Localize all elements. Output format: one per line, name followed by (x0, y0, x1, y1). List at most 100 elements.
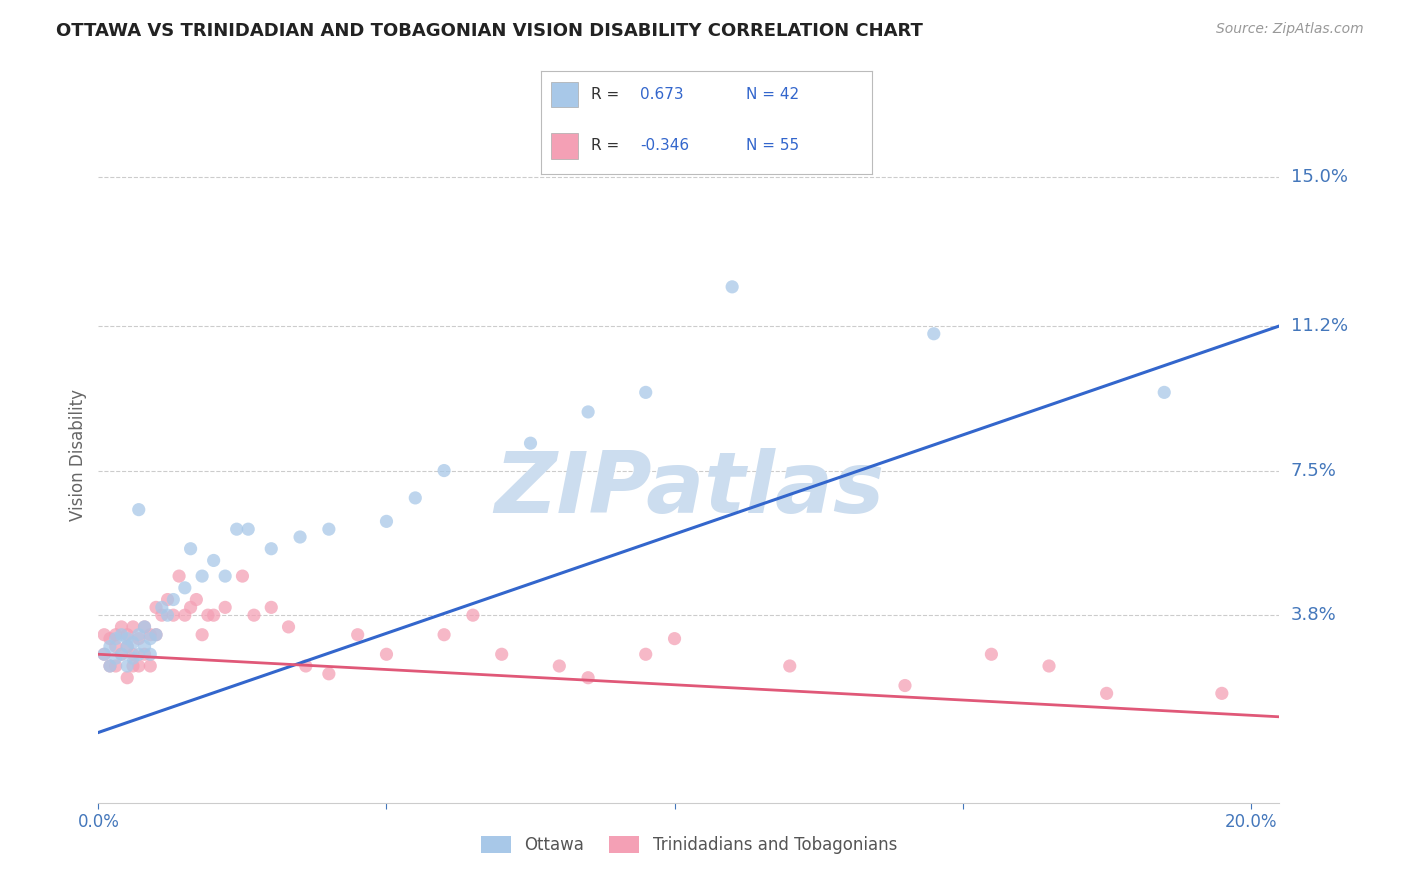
Point (110, 628, 132, 642)
Point (122, 647, 145, 661)
Text: 11.2%: 11.2% (1291, 317, 1348, 334)
Point (115, 628, 138, 642)
Text: 0.673: 0.673 (641, 87, 685, 102)
Point (288, 530, 311, 544)
Point (122, 620, 145, 634)
Point (277, 620, 299, 634)
Point (433, 464, 456, 478)
Point (128, 659, 150, 673)
Point (404, 491, 426, 505)
Point (104, 632, 127, 646)
Point (519, 436, 541, 450)
Point (150, 608, 173, 623)
Point (139, 647, 162, 661)
Point (167, 569, 190, 583)
Point (375, 647, 398, 661)
Point (145, 628, 167, 642)
Point (115, 632, 138, 646)
FancyBboxPatch shape (551, 81, 578, 107)
Point (156, 608, 179, 623)
Point (202, 553, 225, 567)
Point (93, 647, 115, 661)
Point (238, 522, 260, 536)
Point (433, 628, 456, 642)
Point (134, 620, 156, 634)
Point (156, 592, 179, 607)
Point (128, 502, 150, 516)
Point (104, 640, 127, 654)
Point (1211, 686, 1233, 700)
Point (318, 666, 340, 681)
Point (110, 647, 132, 661)
Point (1038, 659, 1060, 673)
Point (115, 659, 138, 673)
Point (576, 671, 599, 685)
Text: 3.8%: 3.8% (1291, 607, 1336, 624)
Point (134, 640, 156, 654)
Point (191, 628, 214, 642)
Point (260, 600, 283, 615)
Text: 15.0%: 15.0% (1291, 169, 1347, 186)
Point (243, 608, 266, 623)
Point (461, 608, 484, 623)
Point (122, 651, 145, 665)
Point (128, 628, 150, 642)
Point (104, 651, 127, 665)
Text: Source: ZipAtlas.com: Source: ZipAtlas.com (1216, 22, 1364, 37)
Point (214, 569, 236, 583)
Point (98, 640, 121, 654)
Point (180, 600, 202, 615)
Point (134, 620, 156, 634)
Text: ZIPatlas: ZIPatlas (494, 448, 884, 532)
Point (173, 608, 195, 623)
Text: R =: R = (591, 138, 624, 153)
Point (721, 280, 744, 294)
Text: N = 42: N = 42 (747, 87, 799, 102)
Point (225, 522, 247, 536)
Point (173, 581, 195, 595)
Point (98, 659, 121, 673)
Point (231, 569, 253, 583)
Point (318, 522, 340, 536)
Point (128, 647, 150, 661)
Point (375, 514, 398, 528)
Point (922, 326, 945, 341)
Point (894, 679, 917, 693)
Point (180, 541, 202, 556)
Point (134, 647, 156, 661)
Point (145, 600, 167, 615)
Point (491, 647, 513, 661)
Point (115, 640, 138, 654)
Point (346, 628, 368, 642)
Point (122, 635, 145, 649)
Text: 7.5%: 7.5% (1291, 461, 1337, 480)
Point (98, 659, 121, 673)
Point (191, 569, 214, 583)
Point (634, 385, 657, 400)
Point (98, 632, 121, 646)
Point (197, 608, 219, 623)
Text: -0.346: -0.346 (641, 138, 689, 153)
Point (1153, 385, 1175, 400)
Point (139, 632, 162, 646)
Point (980, 647, 1002, 661)
Point (150, 600, 173, 615)
Point (202, 608, 225, 623)
Point (664, 632, 686, 646)
Point (93, 647, 115, 661)
Point (548, 659, 571, 673)
FancyBboxPatch shape (551, 133, 578, 159)
Point (115, 671, 138, 685)
Point (162, 592, 184, 607)
Point (128, 632, 150, 646)
Point (214, 600, 236, 615)
Point (110, 620, 132, 634)
Legend: Ottawa, Trinidadians and Tobagonians: Ottawa, Trinidadians and Tobagonians (474, 829, 904, 861)
Point (576, 405, 599, 419)
Point (104, 659, 127, 673)
Point (295, 659, 318, 673)
Point (260, 541, 283, 556)
Text: OTTAWA VS TRINIDADIAN AND TOBAGONIAN VISION DISABILITY CORRELATION CHART: OTTAWA VS TRINIDADIAN AND TOBAGONIAN VIS… (56, 22, 924, 40)
Text: R =: R = (591, 87, 624, 102)
Point (1095, 686, 1118, 700)
